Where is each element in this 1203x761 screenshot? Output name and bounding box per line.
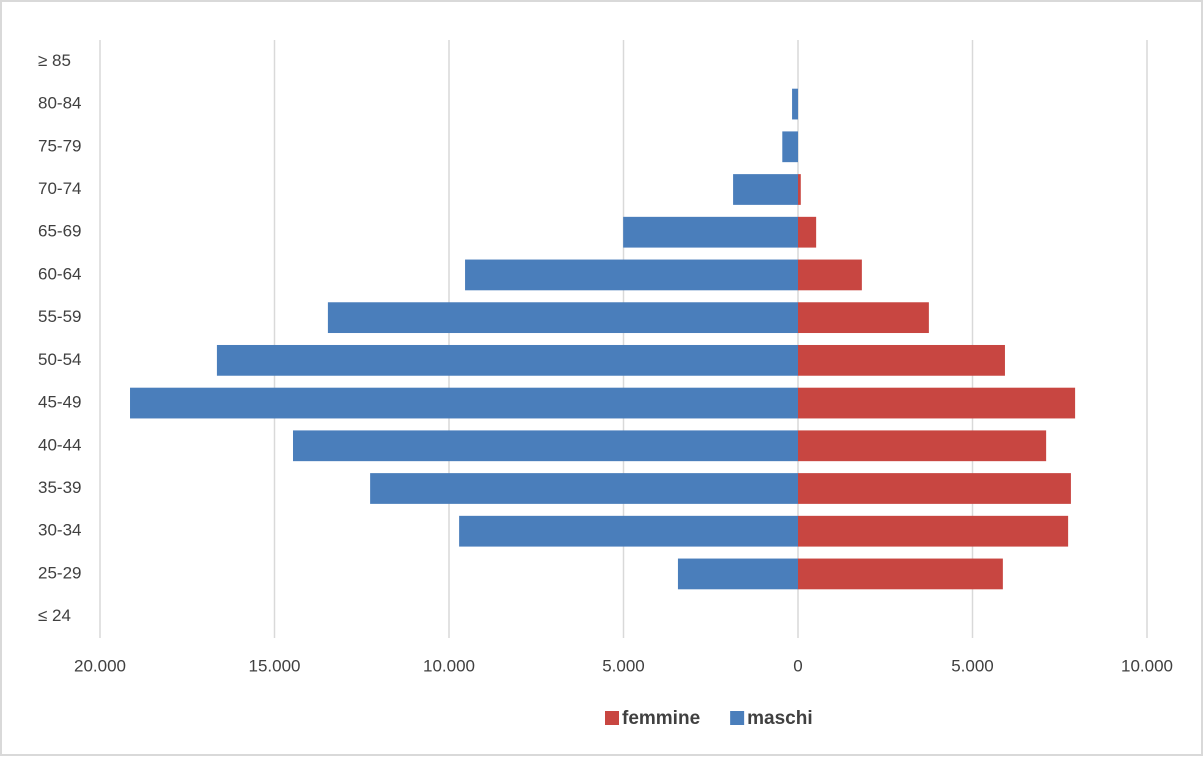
- bar: [792, 88, 798, 120]
- y-tick-label: 35-39: [38, 478, 81, 497]
- bar: [798, 344, 1005, 376]
- bar: [370, 473, 798, 504]
- x-tick-label: 10.000: [1121, 656, 1173, 675]
- bar: [798, 302, 929, 334]
- bar: [677, 558, 798, 590]
- bar: [798, 558, 1003, 590]
- legend-swatch: [605, 711, 619, 725]
- legend: femmine maschi: [605, 708, 813, 729]
- legend-label: maschi: [747, 708, 812, 729]
- bar: [798, 259, 862, 291]
- y-tick-label: 25-29: [38, 563, 81, 582]
- x-tick-label: 0: [793, 656, 802, 675]
- y-tick-label: 30-34: [38, 521, 81, 540]
- bar: [216, 344, 799, 376]
- y-tick-label: ≥ 85: [38, 51, 71, 70]
- y-tick-label: 50-54: [38, 350, 81, 369]
- bar: [733, 174, 798, 205]
- bar: [798, 515, 1069, 547]
- x-tick-label: 10.000: [423, 656, 475, 675]
- bar: [798, 216, 817, 248]
- y-tick-label: 80-84: [38, 94, 81, 113]
- bar: [798, 387, 1076, 419]
- y-tick-label: 60-64: [38, 264, 81, 283]
- x-tick-label: 20.000: [74, 656, 126, 675]
- y-tick-label: 45-49: [38, 393, 81, 412]
- bar: [798, 473, 1071, 504]
- x-tick-label: 5.000: [602, 656, 645, 675]
- bar: [798, 430, 1047, 462]
- bar: [459, 515, 798, 547]
- bar: [292, 430, 798, 462]
- legend-swatch: [730, 711, 745, 725]
- bar: [130, 387, 798, 419]
- y-tick-label: 65-69: [38, 222, 81, 241]
- y-tick-label: 55-59: [38, 307, 81, 326]
- x-tick-label: 5.000: [951, 656, 994, 675]
- legend-label: femmine: [622, 708, 700, 729]
- bar: [465, 259, 798, 291]
- y-tick-label: 70-74: [38, 179, 81, 198]
- y-tick-label: ≤ 24: [38, 606, 71, 625]
- bar: [327, 302, 798, 334]
- x-tick-label: 15.000: [249, 656, 301, 675]
- y-tick-label: 40-44: [38, 435, 81, 454]
- y-tick-label: 75-79: [38, 136, 81, 155]
- bar: [782, 131, 798, 163]
- bar: [798, 174, 801, 205]
- bar: [623, 216, 798, 248]
